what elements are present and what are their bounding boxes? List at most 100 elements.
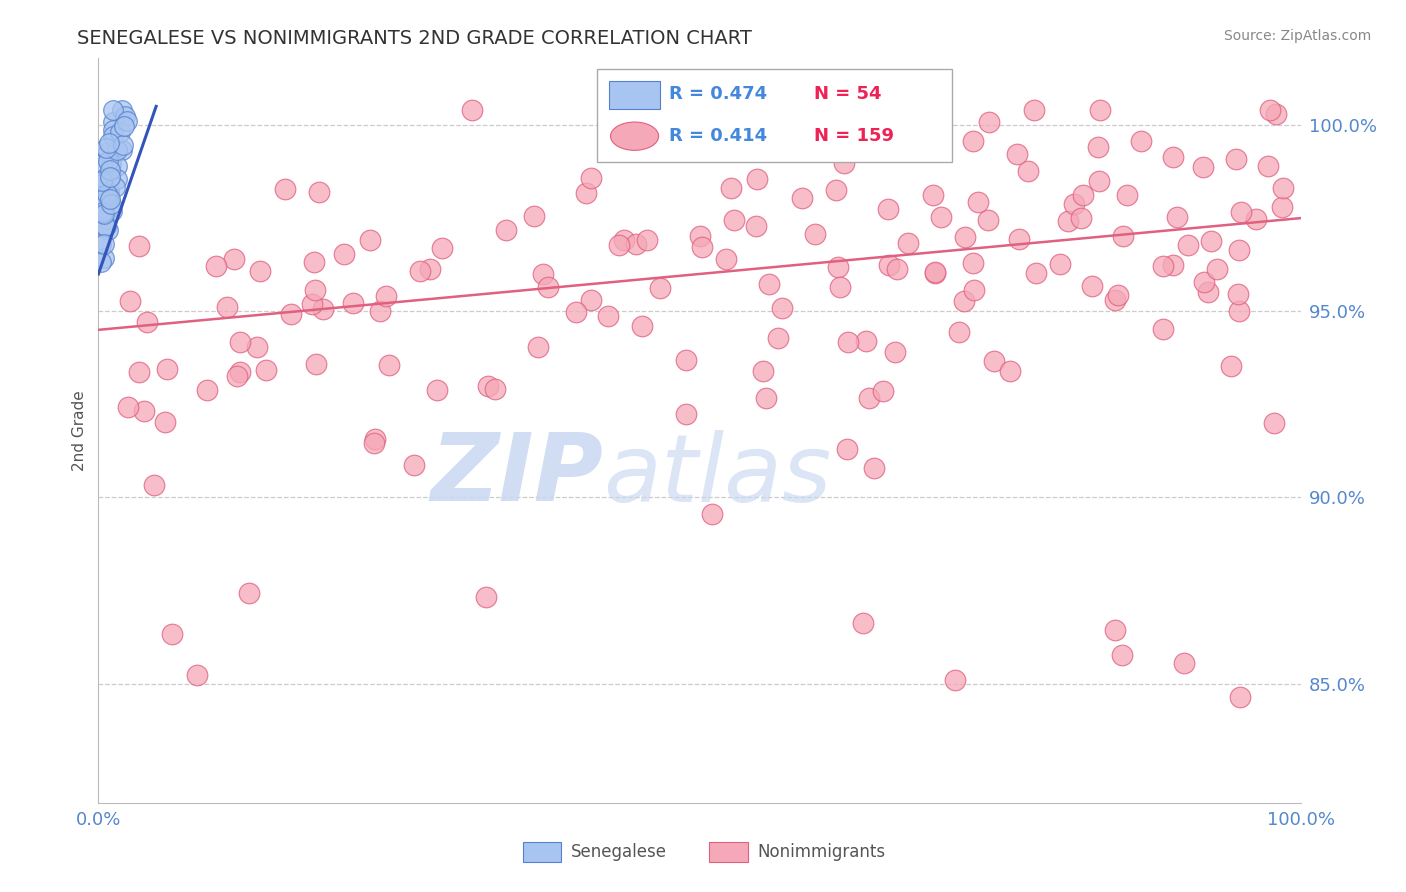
Point [827, 260, 849, 275]
Point [1161, 258, 1184, 272]
Point [924, 266, 946, 280]
Point [1272, 180, 1295, 194]
Point [224, 252, 246, 266]
Point [531, 267, 554, 281]
Point [91, 205, 114, 219]
Point [98, 162, 121, 177]
Point [1087, 140, 1109, 154]
Point [419, 261, 441, 276]
Point [825, 183, 848, 197]
Point [474, 590, 496, 604]
Point [855, 334, 877, 349]
Point [966, 194, 988, 209]
Point [1161, 150, 1184, 164]
Point [837, 335, 859, 350]
Point [998, 364, 1021, 378]
Point [426, 383, 449, 397]
Point [101, 204, 124, 219]
Point [226, 368, 249, 383]
Point [97, 136, 120, 150]
Text: N = 159: N = 159 [814, 128, 894, 145]
Point [636, 233, 658, 247]
Point [101, 115, 124, 129]
Point [858, 391, 880, 405]
FancyBboxPatch shape [598, 70, 952, 162]
Point [983, 354, 1005, 368]
Point [1104, 623, 1126, 637]
Point [91, 208, 114, 222]
Point [1024, 103, 1046, 117]
Point [332, 247, 354, 261]
Point [238, 586, 260, 600]
Point [112, 119, 135, 133]
Point [1227, 287, 1250, 301]
Y-axis label: 2nd Grade: 2nd Grade [72, 390, 87, 471]
Point [1071, 188, 1094, 202]
Point [747, 172, 769, 186]
Point [402, 458, 425, 473]
Point [675, 353, 697, 368]
Point [689, 228, 711, 243]
Point [477, 379, 499, 393]
Point [581, 293, 603, 307]
Point [948, 325, 970, 339]
Point [90, 236, 112, 251]
Point [156, 361, 179, 376]
Point [304, 283, 326, 297]
Point [1063, 197, 1085, 211]
Point [461, 103, 484, 117]
FancyBboxPatch shape [609, 81, 659, 110]
Point [976, 213, 998, 227]
Point [1057, 214, 1080, 228]
Point [575, 186, 598, 200]
Point [105, 172, 128, 186]
Point [93, 202, 115, 216]
Point [160, 627, 183, 641]
Point [955, 229, 977, 244]
Point [1152, 260, 1174, 274]
Point [111, 143, 134, 157]
Point [828, 280, 851, 294]
Point [943, 673, 966, 687]
Point [1049, 257, 1071, 271]
Point [128, 239, 150, 253]
Point [90, 174, 112, 188]
Point [101, 129, 124, 144]
Point [101, 122, 124, 136]
Point [1225, 152, 1247, 166]
Point [929, 211, 952, 225]
Point [1025, 266, 1047, 280]
Point [1081, 278, 1104, 293]
Point [872, 384, 894, 398]
Point [432, 241, 454, 255]
FancyBboxPatch shape [709, 842, 748, 862]
Point [1227, 243, 1250, 257]
Point [963, 283, 986, 297]
Point [803, 227, 825, 242]
Text: Nonimmigrants: Nonimmigrants [758, 843, 886, 861]
Text: Source: ZipAtlas.com: Source: ZipAtlas.com [1223, 29, 1371, 43]
Point [229, 335, 252, 350]
Point [1197, 285, 1219, 300]
Point [1205, 261, 1227, 276]
Point [249, 264, 271, 278]
Point [1192, 275, 1215, 289]
Point [675, 407, 697, 421]
Point [979, 115, 1001, 129]
Point [526, 340, 548, 354]
Point [93, 171, 115, 186]
Point [96, 141, 118, 155]
Ellipse shape [610, 122, 658, 151]
Point [745, 219, 768, 233]
Point [93, 236, 115, 251]
Point [1219, 359, 1241, 373]
Point [883, 345, 905, 359]
Point [723, 213, 745, 227]
Point [90, 205, 112, 219]
Point [98, 192, 121, 206]
Point [650, 281, 672, 295]
Point [752, 364, 775, 378]
Point [1229, 303, 1251, 318]
Point [536, 279, 558, 293]
Point [94, 191, 117, 205]
